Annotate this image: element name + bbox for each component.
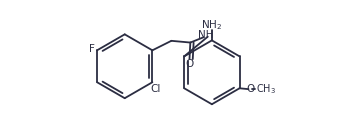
Text: F: F <box>89 44 95 54</box>
Text: NH$_2$: NH$_2$ <box>201 19 222 33</box>
Text: NH: NH <box>198 30 214 40</box>
Text: CH$_3$: CH$_3$ <box>256 82 276 96</box>
Text: O: O <box>185 59 193 69</box>
Text: O: O <box>247 84 255 94</box>
Text: Cl: Cl <box>150 84 161 94</box>
